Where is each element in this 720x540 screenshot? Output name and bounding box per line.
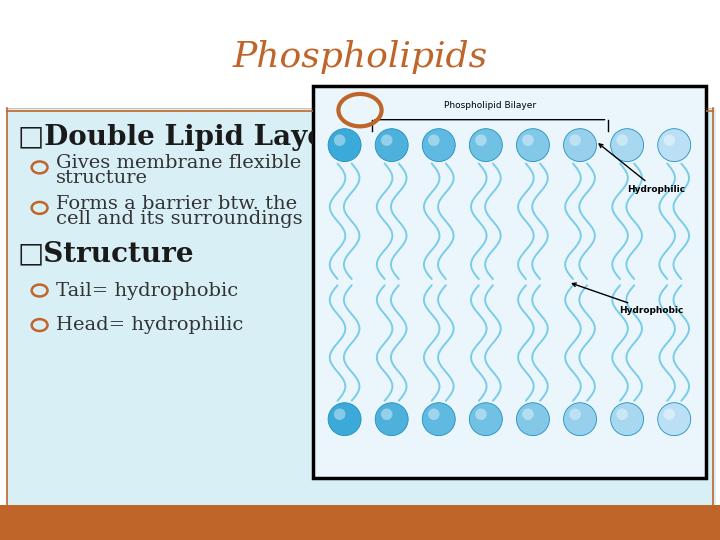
Text: structure: structure [56, 169, 148, 187]
Bar [313, 86, 706, 478]
Bar [0, 0, 720, 108]
Text: Phospholipids: Phospholipids [233, 40, 487, 73]
Text: Forms a barrier btw. the: Forms a barrier btw. the [56, 194, 297, 213]
Text: □Structure: □Structure [18, 240, 194, 267]
Text: □Double Lipid Layer: □Double Lipid Layer [18, 124, 340, 151]
Text: Gives membrane flexible: Gives membrane flexible [56, 154, 302, 172]
Bar [0, 505, 720, 540]
Text: Tail= hydrophobic: Tail= hydrophobic [56, 281, 238, 300]
Text: Head= hydrophilic: Head= hydrophilic [56, 316, 243, 334]
Text: cell and its surroundings: cell and its surroundings [56, 210, 303, 228]
Bar [7, 108, 716, 505]
